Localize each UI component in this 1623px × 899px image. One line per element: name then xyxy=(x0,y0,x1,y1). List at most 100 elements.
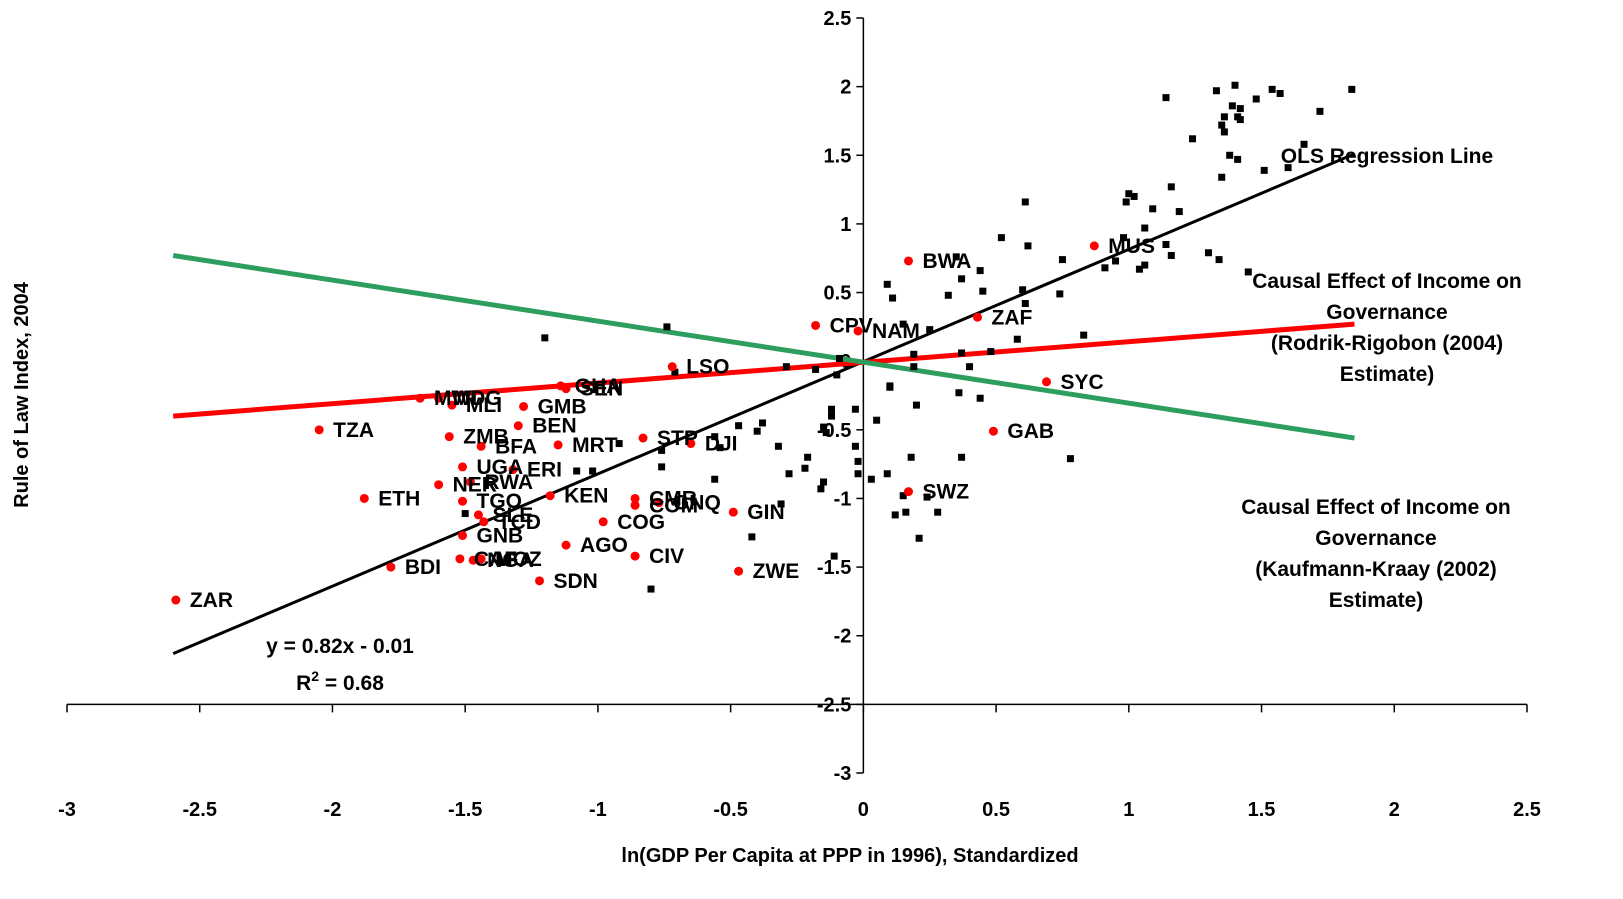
data-point-square xyxy=(1228,102,1236,110)
x-tick-label: 0.5 xyxy=(982,799,1010,821)
data-point-square xyxy=(1112,257,1120,265)
kaufmann-label-line-1: Causal Effect of Income on xyxy=(1241,496,1511,519)
data-point-square xyxy=(1189,135,1197,143)
kaufmann-label-line-4: Estimate) xyxy=(1329,589,1424,612)
point-label-sdn: SDN xyxy=(554,570,598,593)
y-tick-label: 0.5 xyxy=(824,283,852,305)
data-point-square xyxy=(711,475,719,483)
y-tick-label: -1 xyxy=(834,488,852,510)
point-label-bwa: BWA xyxy=(922,250,971,273)
data-point-square xyxy=(955,389,963,397)
data-point-tgo xyxy=(458,496,468,506)
data-point-square xyxy=(1120,234,1128,242)
data-point-square xyxy=(758,419,766,427)
kaufmann-kraay-line xyxy=(172,253,1355,441)
point-label-ben: BEN xyxy=(532,415,576,438)
point-label-lso: LSO xyxy=(686,356,729,379)
data-point-nga xyxy=(468,555,478,565)
point-label-moz: MOZ xyxy=(495,548,542,571)
data-point-square xyxy=(1204,249,1212,257)
point-label-swz: SWZ xyxy=(922,481,969,504)
data-point-square xyxy=(902,508,910,516)
data-point-stp xyxy=(638,433,648,443)
r-squared: R2 = 0.68 xyxy=(296,668,384,695)
data-point-square xyxy=(854,470,862,478)
data-point-square xyxy=(589,467,597,475)
data-point-square xyxy=(1135,265,1143,273)
rodrik-label-line-1: Causal Effect of Income on xyxy=(1252,270,1522,293)
data-point-sdn xyxy=(535,576,545,586)
data-point-square xyxy=(830,552,838,560)
data-point-mli xyxy=(447,400,457,410)
data-point-square xyxy=(1212,87,1220,95)
data-point-square xyxy=(1231,81,1239,89)
data-point-sle xyxy=(473,510,483,520)
point-label-mrt: MRT xyxy=(572,434,618,457)
data-point-dji xyxy=(686,439,696,449)
x-tick-label: 2.5 xyxy=(1513,799,1541,821)
data-point-square xyxy=(774,442,782,450)
data-point-square xyxy=(915,534,923,542)
r-squared-value: = 0.68 xyxy=(319,672,384,695)
data-point-square xyxy=(1162,241,1170,248)
point-label-gin: GIN xyxy=(747,501,784,524)
y-tick-label: 2.5 xyxy=(824,8,852,30)
data-point-square xyxy=(833,371,841,379)
data-point-square xyxy=(934,508,942,516)
point-label-ken: KEN xyxy=(564,485,608,508)
axes: -3 -2.5 -2 -1.5 -1 -0.5 0 0.5 1 1.5 2 2.5 -3 -2.5 -2 -1… xyxy=(58,8,1541,821)
data-point-gmb xyxy=(519,401,529,411)
data-point-square xyxy=(1056,290,1064,298)
x-tick-label: -1.5 xyxy=(448,799,482,821)
data-point-square xyxy=(828,412,836,420)
point-label-ago: AGO xyxy=(580,534,628,557)
data-point-zar xyxy=(171,595,181,605)
data-point-square xyxy=(944,291,952,299)
point-label-cog: COG xyxy=(617,511,665,534)
data-point-square xyxy=(997,234,1005,242)
point-label-uga: UGA xyxy=(477,456,524,479)
data-point-eri xyxy=(508,465,518,475)
data-point-square xyxy=(1175,208,1183,216)
data-point-square xyxy=(966,363,974,371)
data-point-square xyxy=(804,453,812,461)
data-point-square xyxy=(1218,121,1226,129)
data-point-square xyxy=(1162,94,1170,102)
data-point-zmb xyxy=(444,432,454,442)
data-point-tcd xyxy=(479,517,489,527)
data-point-ben xyxy=(513,421,523,431)
x-tick-label: -0.5 xyxy=(713,799,747,821)
data-point-square xyxy=(658,463,666,471)
data-point-square xyxy=(1149,205,1157,213)
data-point-square xyxy=(1101,264,1109,272)
point-label-civ: CIV xyxy=(649,545,684,568)
data-point-moz xyxy=(476,554,486,564)
data-point-square xyxy=(891,511,899,519)
point-label-dji: DJI xyxy=(705,433,738,456)
data-point-square xyxy=(1236,105,1244,113)
data-point-square xyxy=(1122,198,1130,206)
point-label-zaf: ZAF xyxy=(992,306,1033,329)
data-point-square xyxy=(1021,198,1029,206)
point-label-zmb: ZMB xyxy=(463,426,509,449)
data-point-rwa xyxy=(465,477,475,487)
regression-equation: y = 0.82x - 0.01 xyxy=(266,635,414,658)
data-point-uga xyxy=(458,462,468,472)
data-point-mus xyxy=(1089,241,1099,251)
data-point-square xyxy=(711,433,719,441)
data-point-square xyxy=(889,294,897,302)
data-point-ner xyxy=(434,480,444,490)
data-point-square xyxy=(958,349,966,357)
data-point-square xyxy=(976,267,984,275)
data-point-square xyxy=(851,405,859,413)
point-label-sle: SLE xyxy=(492,504,533,527)
data-point-gnb xyxy=(458,531,468,541)
x-tick-label: -1 xyxy=(589,799,607,821)
data-points xyxy=(171,81,1356,605)
point-label-cpv: CPV xyxy=(830,314,873,337)
data-point-square xyxy=(1234,155,1242,163)
data-point-square xyxy=(812,365,820,373)
data-point-square xyxy=(867,475,875,483)
data-point-square xyxy=(1284,164,1292,172)
